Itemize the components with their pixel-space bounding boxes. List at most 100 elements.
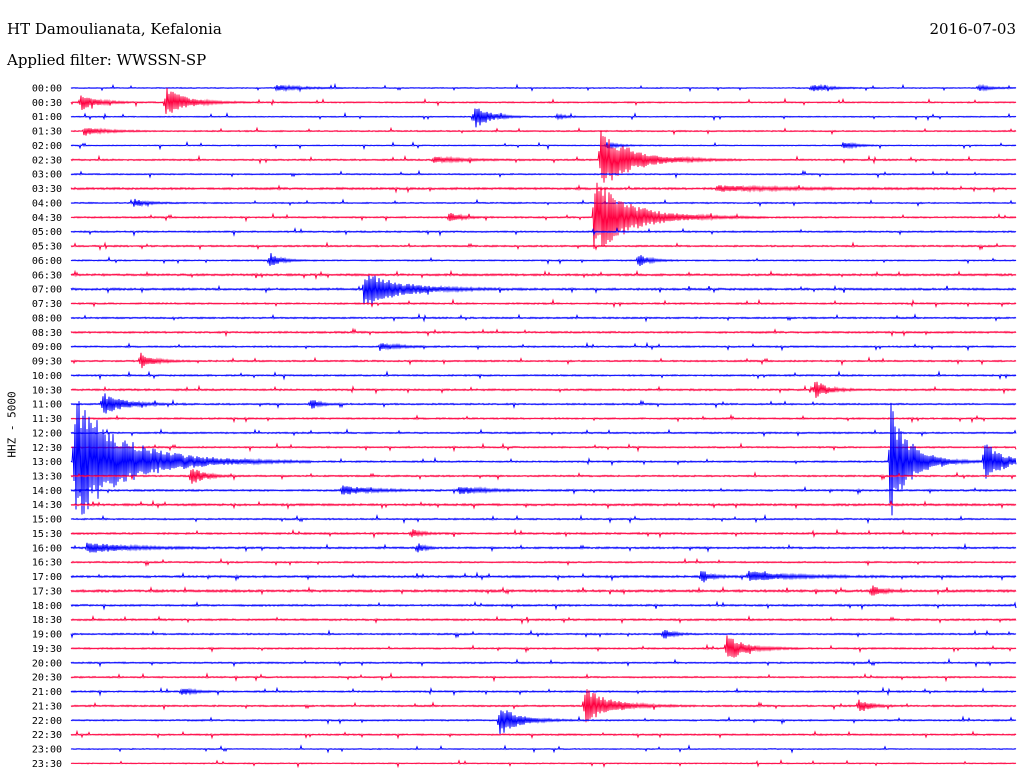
trace-line: [70, 689, 1017, 723]
trace-line: [70, 298, 1017, 309]
time-label: 06:00: [32, 256, 62, 267]
trace-line: [70, 428, 1017, 438]
trace-line: [70, 131, 1017, 183]
trace-line: [70, 629, 1017, 639]
time-label: 07:30: [32, 299, 62, 310]
time-label: 04:30: [32, 213, 62, 224]
trace-line: [70, 542, 1017, 553]
time-label: 14:30: [32, 500, 62, 511]
time-label: 07:00: [32, 285, 62, 296]
time-label: 22:30: [32, 730, 62, 741]
time-label: 12:00: [32, 428, 62, 439]
time-label: 16:30: [32, 558, 62, 569]
time-label: 14:00: [32, 486, 62, 497]
trace-line: [70, 585, 1017, 596]
trace-line: [70, 393, 1017, 414]
trace-line: [70, 253, 1017, 266]
time-label: 02:00: [32, 141, 62, 152]
time-label: 17:00: [32, 572, 62, 583]
trace-line: [70, 528, 1017, 539]
time-label: 03:00: [32, 170, 62, 181]
trace-line: [70, 469, 1017, 484]
time-label: 19:30: [32, 644, 62, 655]
station-title: HT Damoulianata, Kefalonia: [7, 20, 222, 38]
trace-line: [70, 672, 1017, 683]
time-label: 18:30: [32, 615, 62, 626]
trace-line: [70, 657, 1017, 668]
trace-line: [70, 140, 1017, 151]
time-label: 17:30: [32, 586, 62, 597]
trace-line: [70, 169, 1017, 179]
trace-line: [70, 710, 1017, 734]
time-label: 01:00: [32, 112, 62, 123]
time-label: 20:00: [32, 658, 62, 669]
trace-line: [70, 600, 1017, 611]
trace-line: [70, 570, 1017, 583]
time-label: 22:00: [32, 716, 62, 727]
time-label: 09:30: [32, 357, 62, 368]
time-label: 15:30: [32, 529, 62, 540]
time-label: 09:00: [32, 342, 62, 353]
trace-line: [70, 413, 1017, 424]
trace-line: [70, 729, 1017, 740]
time-label: 13:30: [32, 471, 62, 482]
time-label: 05:30: [32, 242, 62, 253]
trace-line: [70, 381, 1017, 398]
time-label: 19:00: [32, 630, 62, 641]
time-label: 03:30: [32, 184, 62, 195]
trace-line: [70, 401, 1017, 516]
time-label: 20:30: [32, 673, 62, 684]
trace-line: [70, 126, 1017, 136]
time-label: 10:30: [32, 385, 62, 396]
trace-line: [70, 227, 1017, 237]
time-label: 11:00: [32, 400, 62, 411]
time-label: 18:00: [32, 601, 62, 612]
trace-line: [70, 88, 1017, 114]
trace-line: [70, 352, 1017, 369]
trace-line: [70, 327, 1017, 338]
time-label: 08:00: [32, 313, 62, 324]
trace-line: [70, 513, 1017, 525]
filter-label: Applied filter: WWSSN-SP: [7, 51, 207, 69]
time-label: 08:30: [32, 328, 62, 339]
time-label: 23:30: [32, 759, 62, 770]
trace-line: [70, 341, 1017, 352]
trace-line: [70, 557, 1017, 567]
trace-line: [70, 198, 1017, 208]
time-label: 00:00: [32, 84, 62, 95]
time-label: 23:00: [32, 745, 62, 756]
trace-line: [70, 241, 1017, 252]
time-label: 15:00: [32, 515, 62, 526]
trace-line: [70, 182, 1017, 249]
trace-line: [70, 686, 1017, 697]
time-label: 10:00: [32, 371, 62, 382]
time-label: 02:30: [32, 155, 62, 166]
trace-line: [70, 275, 1017, 305]
time-label: 00:30: [32, 98, 62, 109]
trace-line: [70, 758, 1017, 769]
trace-line: [70, 485, 1017, 496]
trace-line: [70, 184, 1017, 194]
trace-line: [70, 82, 1017, 93]
time-label: 12:30: [32, 443, 62, 454]
trace-line: [70, 499, 1017, 510]
time-label: 16:00: [32, 543, 62, 554]
time-label: 21:00: [32, 687, 62, 698]
trace-line: [70, 312, 1017, 323]
trace-line: [70, 108, 1017, 128]
trace-line: [70, 269, 1017, 280]
time-label: 13:00: [32, 457, 62, 468]
trace-line: [70, 744, 1017, 754]
time-label: 01:30: [32, 127, 62, 138]
trace-line: [70, 370, 1017, 381]
date-label: 2016-07-03: [929, 20, 1016, 38]
time-label: 06:30: [32, 270, 62, 281]
time-label: 05:00: [32, 227, 62, 238]
time-label: 21:30: [32, 701, 62, 712]
time-label: 04:00: [32, 198, 62, 209]
trace-line: [70, 614, 1017, 625]
trace-line: [70, 635, 1017, 658]
time-label: 11:30: [32, 414, 62, 425]
trace-line: [70, 442, 1017, 453]
